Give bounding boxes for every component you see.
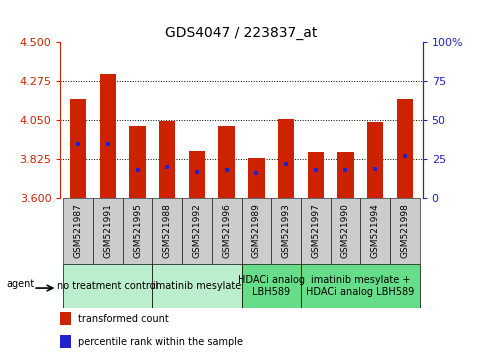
Text: GSM521989: GSM521989 xyxy=(252,204,261,258)
Text: GSM521997: GSM521997 xyxy=(311,204,320,258)
Bar xyxy=(189,151,205,198)
Text: no treatment control: no treatment control xyxy=(57,281,158,291)
Title: GDS4047 / 223837_at: GDS4047 / 223837_at xyxy=(165,26,318,40)
Text: HDACi analog
LBH589: HDACi analog LBH589 xyxy=(238,275,305,297)
Bar xyxy=(337,152,354,198)
Text: transformed count: transformed count xyxy=(78,314,169,324)
Text: imatinib mesylate +
HDACi analog LBH589: imatinib mesylate + HDACi analog LBH589 xyxy=(306,275,414,297)
Bar xyxy=(70,99,86,198)
Bar xyxy=(301,264,420,308)
Bar xyxy=(330,198,360,264)
Bar xyxy=(360,198,390,264)
Text: GSM521991: GSM521991 xyxy=(103,204,113,258)
Bar xyxy=(153,264,242,308)
Bar xyxy=(93,198,123,264)
Bar xyxy=(367,122,384,198)
Bar xyxy=(60,312,71,325)
Text: GSM521998: GSM521998 xyxy=(400,204,409,258)
Bar xyxy=(212,198,242,264)
Bar xyxy=(218,126,235,198)
Text: GSM521994: GSM521994 xyxy=(370,204,380,258)
Text: GSM521988: GSM521988 xyxy=(163,204,172,258)
Bar xyxy=(271,198,301,264)
Bar xyxy=(308,152,324,198)
Bar xyxy=(248,159,265,198)
Text: GSM521995: GSM521995 xyxy=(133,204,142,258)
Bar xyxy=(182,198,212,264)
Bar xyxy=(153,198,182,264)
Bar xyxy=(159,121,175,198)
Bar xyxy=(129,126,146,198)
Bar xyxy=(242,198,271,264)
Bar xyxy=(123,198,153,264)
Text: GSM521990: GSM521990 xyxy=(341,204,350,258)
Bar xyxy=(397,99,413,198)
Bar xyxy=(63,198,93,264)
Bar xyxy=(60,335,71,348)
Bar xyxy=(390,198,420,264)
Bar xyxy=(301,198,330,264)
Text: GSM521993: GSM521993 xyxy=(282,204,291,258)
Bar xyxy=(99,74,116,198)
Text: agent: agent xyxy=(6,279,34,289)
Bar xyxy=(63,264,153,308)
Text: GSM521987: GSM521987 xyxy=(74,204,83,258)
Text: percentile rank within the sample: percentile rank within the sample xyxy=(78,337,243,347)
Bar xyxy=(278,120,294,198)
Text: GSM521996: GSM521996 xyxy=(222,204,231,258)
Text: imatinib mesylate: imatinib mesylate xyxy=(153,281,241,291)
Bar xyxy=(242,264,301,308)
Text: GSM521992: GSM521992 xyxy=(192,204,201,258)
